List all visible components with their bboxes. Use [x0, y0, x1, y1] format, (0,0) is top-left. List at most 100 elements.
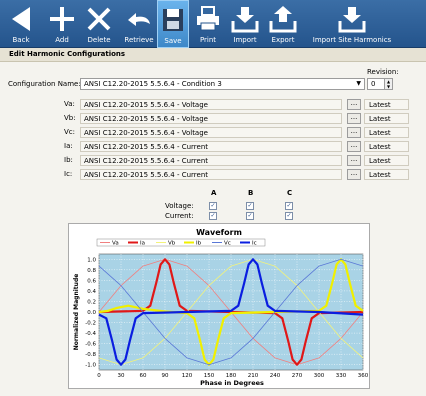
x-tick-label: 60 [140, 373, 147, 379]
x-tick-label: 30 [118, 373, 125, 379]
row-label-va: Va: [64, 100, 75, 108]
import-label: Import [233, 36, 257, 44]
configuration-name-select[interactable]: ANSI C12.20-2015 5.5.6.4 - Condition 3 ▼ [80, 78, 365, 90]
y-tick-label: 0.8 [87, 268, 96, 274]
chart-ticks: 0 30 60 90 120 150 180 210 240 270 300 330 360 1.0 0.8… [85, 257, 368, 379]
revision-spinner[interactable]: 0 ▲ ▼ [367, 78, 393, 90]
chevron-down-icon: ▼ [356, 80, 361, 87]
x-icon [87, 7, 111, 31]
chart-series [98, 258, 364, 366]
back-label: Back [12, 36, 30, 44]
row-value-ia: ANSI C12.20-2015 5.5.6.4 - Current [80, 141, 342, 152]
print-button[interactable]: Print [193, 0, 223, 48]
configuration-name-label: Configuration Name: [8, 80, 81, 88]
export-tray-icon [269, 6, 297, 33]
import-button[interactable]: Import [228, 0, 262, 48]
save-label: Save [164, 37, 182, 45]
status-ib: Latest [364, 155, 409, 166]
chart-legend: Va Ia Vb Ib Vc Ic [100, 241, 257, 247]
row-label-vc: Vc: [64, 128, 75, 136]
current-a-checkbox[interactable]: ✓ [209, 212, 217, 220]
chart-title: Waveform [196, 228, 242, 237]
browse-button-ia[interactable]: ... [347, 141, 361, 152]
row-label-vb: Vb: [64, 114, 76, 122]
x-tick-label: 210 [248, 373, 259, 379]
delete-label: Delete [87, 36, 111, 44]
status-ia: Latest [364, 141, 409, 152]
add-button[interactable]: Add [47, 0, 77, 48]
x-tick-label: 150 [204, 373, 215, 379]
status-vb: Latest [364, 113, 409, 124]
row-value-vb: ANSI C12.20-2015 5.5.6.4 - Voltage [80, 113, 342, 124]
configuration-name-value: ANSI C12.20-2015 5.5.6.4 - Condition 3 [84, 80, 222, 88]
import-site-harmonics-label: Import Site Harmonics [312, 36, 392, 44]
row-value-ic: ANSI C12.20-2015 5.5.6.4 - Current [80, 169, 342, 180]
current-b-checkbox[interactable]: ✓ [246, 212, 254, 220]
browse-button-ic[interactable]: ... [347, 169, 361, 180]
x-tick-label: 90 [162, 373, 169, 379]
phase-column-a: A [211, 189, 217, 197]
waveform-chart-svg: Waveform Va Ia Vb Ib Vc Ic 0 30 60 90 120 150 180 21… [73, 228, 369, 387]
retrieve-arrow-icon [128, 13, 150, 26]
export-label: Export [271, 36, 295, 44]
print-label: Print [199, 36, 217, 44]
x-tick-label: 330 [336, 373, 347, 379]
voltage-c-checkbox[interactable]: ✓ [285, 202, 293, 210]
legend-label-ib: Ib [196, 241, 202, 247]
y-tick-label: -0.6 [85, 342, 96, 348]
import-site-harmonics-button[interactable]: Import Site Harmonics [312, 0, 392, 48]
row-label-ib: Ib: [64, 156, 73, 164]
browse-button-vb[interactable]: ... [347, 113, 361, 124]
revision-value: 0 [371, 80, 376, 88]
x-tick-label: 0 [97, 373, 101, 379]
y-tick-label: -0.4 [85, 331, 96, 337]
export-button[interactable]: Export [266, 0, 300, 48]
voltage-a-checkbox[interactable]: ✓ [209, 202, 217, 210]
browse-button-ib[interactable]: ... [347, 155, 361, 166]
back-arrow-icon [12, 7, 30, 31]
current-label: Current: [165, 212, 194, 220]
toolbar: Back Add Delete Retrieve Save Print Impo… [0, 0, 426, 48]
series-line-ic [98, 258, 364, 366]
x-tick-label: 270 [292, 373, 303, 379]
chart-xlabel: Phase in Degrees [200, 379, 264, 387]
status-ic: Latest [364, 169, 409, 180]
add-label: Add [55, 36, 69, 44]
waveform-chart: Waveform Va Ia Vb Ib Vc Ic 0 30 60 90 120 150 180 21… [68, 223, 370, 389]
legend-label-ic: Ic [252, 241, 257, 247]
legend-label-va: Va [112, 241, 119, 247]
status-va: Latest [364, 99, 409, 110]
chart-legend-box [96, 238, 266, 247]
voltage-b-checkbox[interactable]: ✓ [246, 202, 254, 210]
x-tick-label: 180 [226, 373, 237, 379]
x-tick-label: 300 [314, 373, 325, 379]
revision-label: Revision: [367, 68, 399, 76]
legend-label-vb: Vb [168, 241, 176, 247]
row-value-ib: ANSI C12.20-2015 5.5.6.4 - Current [80, 155, 342, 166]
phase-column-b: B [248, 189, 254, 197]
back-button[interactable]: Back [5, 0, 37, 48]
browse-button-vc[interactable]: ... [347, 127, 361, 138]
y-tick-label: -0.2 [85, 321, 96, 327]
browse-button-va[interactable]: ... [347, 99, 361, 110]
retrieve-label: Retrieve [124, 36, 154, 44]
x-tick-label: 360 [358, 373, 369, 379]
y-tick-label: -0.8 [85, 352, 96, 358]
y-tick-label: 1.0 [87, 257, 96, 263]
panel-title: Edit Harmonic Configurations [0, 48, 426, 62]
y-tick-label: 0.4 [87, 289, 96, 295]
legend-label-vc: Vc [224, 241, 231, 247]
printer-icon [197, 6, 219, 31]
voltage-label: Voltage: [165, 202, 194, 210]
current-c-checkbox[interactable]: ✓ [285, 212, 293, 220]
spinner-arrows-icon[interactable]: ▲ ▼ [384, 79, 392, 89]
import-tray-icon [231, 7, 259, 33]
retrieve-button[interactable]: Retrieve [119, 0, 159, 48]
row-label-ic: Ic: [64, 170, 73, 178]
delete-button[interactable]: Delete [83, 0, 115, 48]
plus-icon [50, 7, 74, 31]
chart-ylabel: Normalized Magnitude [73, 274, 80, 351]
row-value-vc: ANSI C12.20-2015 5.5.6.4 - Voltage [80, 127, 342, 138]
save-button[interactable]: Save [157, 0, 189, 48]
y-tick-label: 0.6 [87, 278, 96, 284]
